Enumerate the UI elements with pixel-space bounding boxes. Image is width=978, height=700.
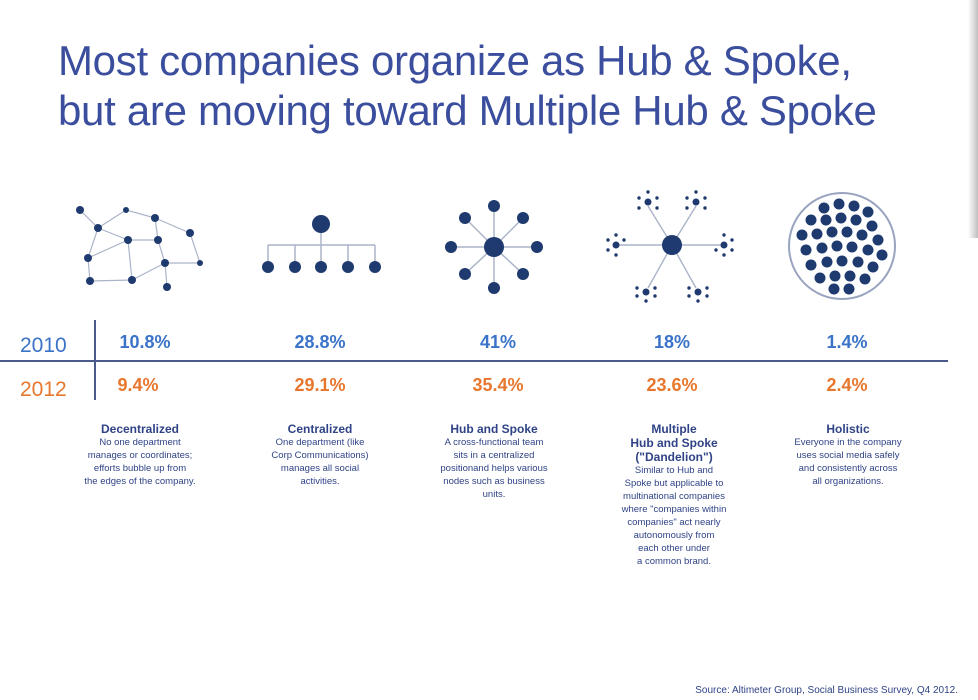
model-desc-line: manages all social [280, 463, 360, 474]
model-desc-line: where "companies within [621, 504, 727, 515]
model-centralized: Centralized One department (like Corp Co… [236, 422, 404, 488]
model-desc-line: One department (like [275, 437, 365, 448]
pct-2012-hub-and-spoke: 35.4% [472, 375, 524, 395]
model-desc-line: units. [482, 489, 506, 500]
centralized-hierarchy-icon [262, 215, 381, 273]
model-desc-line: a common brand. [637, 556, 711, 567]
pct-2010-hub-and-spoke: 41% [479, 332, 517, 352]
model-name-line: Multiple [651, 422, 697, 436]
model-name: Centralized [287, 422, 353, 436]
pct-2012-decentralized: 9.4% [117, 375, 159, 395]
model-desc-line: uses social media safely [796, 450, 900, 461]
title-line-2: but are moving toward Multiple Hub & Spo… [58, 87, 877, 134]
screen-edge-shadow [968, 0, 978, 238]
hub-and-spoke-icon [445, 200, 543, 294]
model-desc-line: activities. [300, 476, 340, 487]
model-name: Holistic [826, 422, 870, 436]
model-desc-line: Similar to Hub and [634, 465, 714, 476]
model-desc-line: sits in a centralized [453, 450, 535, 461]
source-citation: Source: Altimeter Group, Social Business… [695, 685, 958, 696]
year-2012-label: 2012 [20, 378, 67, 401]
model-desc-line: each other under [638, 543, 710, 554]
model-desc-line: manages or coordinates; [87, 450, 193, 461]
model-desc-line: autonomously from [633, 530, 715, 541]
model-desc-line: No one department [99, 437, 181, 448]
pct-2012-holistic: 2.4% [826, 375, 868, 395]
dandelion-hub-icon [606, 190, 734, 303]
model-hub-and-spoke: Hub and Spoke A cross-functional team si… [408, 422, 580, 501]
year-divider-horizontal [0, 360, 948, 362]
model-desc-line: multinational companies [623, 491, 725, 502]
model-decentralized: Decentralized No one department manages … [50, 422, 230, 488]
decentralized-network-icon [76, 206, 203, 291]
title-line-1: Most companies organize as Hub & Spoke, [58, 37, 852, 84]
year-2010-label: 2010 [20, 334, 67, 357]
model-desc-line: all organizations. [812, 476, 884, 487]
model-desc-line: A cross-functional team [444, 437, 544, 448]
model-desc-line: Everyone in the company [794, 437, 902, 448]
pct-2012-centralized: 29.1% [294, 375, 346, 395]
model-name-line: ("Dandelion") [635, 450, 713, 464]
model-desc-line: Corp Communications) [271, 450, 369, 461]
model-desc-line: nodes such as business [443, 476, 545, 487]
model-desc-line: positionand helps various [440, 463, 548, 474]
holistic-circle-icon [788, 192, 896, 300]
model-holistic: Holistic Everyone in the company uses so… [758, 422, 938, 488]
pct-2010-multiple-hub: 18% [653, 332, 691, 352]
model-name: Hub and Spoke [450, 422, 538, 436]
model-desc-line: the edges of the company. [84, 476, 196, 487]
model-desc-line: efforts bubble up from [93, 463, 187, 474]
model-name-line: Hub and Spoke [630, 436, 718, 450]
pct-2010-centralized: 28.8% [294, 332, 346, 352]
pct-2012-multiple-hub: 23.6% [646, 375, 698, 395]
pct-2010-decentralized: 10.8% [119, 332, 171, 352]
model-desc-line: companies" act nearly [627, 517, 721, 528]
model-multiple-hub-and-spoke: Multiple Hub and Spoke ("Dandelion") Sim… [590, 422, 758, 568]
infographic-title: Most companies organize as Hub & Spoke, … [58, 36, 958, 136]
model-name: Decentralized [100, 422, 180, 436]
model-desc-line: and consistently across [798, 463, 898, 474]
pct-2010-holistic: 1.4% [826, 332, 868, 352]
model-desc-line: Spoke but applicable to [624, 478, 724, 489]
